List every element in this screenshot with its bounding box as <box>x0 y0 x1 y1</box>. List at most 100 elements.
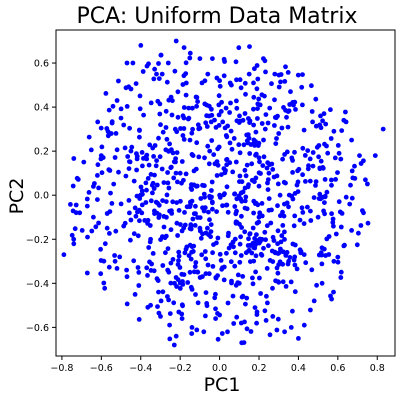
scatter-point <box>171 175 177 181</box>
scatter-point <box>247 44 252 49</box>
scatter-point <box>292 149 297 155</box>
scatter-point <box>363 177 368 183</box>
scatter-point <box>151 186 157 191</box>
scatter-point <box>227 110 233 115</box>
scatter-point <box>177 280 183 286</box>
scatter-point <box>234 105 240 111</box>
scatter-point <box>173 170 179 176</box>
scatter-point <box>259 213 265 219</box>
scatter-point <box>178 198 183 204</box>
scatter-point <box>195 300 201 306</box>
scatter-point <box>235 272 241 278</box>
scatter-point <box>219 172 224 178</box>
scatter-point <box>207 217 212 223</box>
scatter-point <box>217 83 223 89</box>
scatter-point <box>252 66 257 72</box>
scatter-point <box>275 251 281 256</box>
scatter-point <box>300 172 305 178</box>
scatter-point <box>215 235 221 241</box>
scatter-point <box>279 233 285 239</box>
scatter-point <box>330 220 336 225</box>
scatter-point <box>71 241 77 247</box>
scatter-point <box>128 148 134 154</box>
scatter-point <box>136 207 142 213</box>
scatter-point <box>170 98 175 104</box>
scatter-point <box>73 202 79 208</box>
scatter-point <box>144 265 150 271</box>
scatter-point <box>239 179 245 185</box>
scatter-point <box>86 190 92 195</box>
scatter-point <box>250 225 256 231</box>
scatter-point <box>221 56 227 62</box>
scatter-point <box>276 84 282 90</box>
scatter-point <box>300 102 305 108</box>
scatter-point <box>260 163 266 169</box>
scatter-point <box>281 179 287 185</box>
scatter-point <box>338 224 344 230</box>
scatter-point <box>234 77 239 83</box>
scatter-point <box>352 163 357 169</box>
scatter-point <box>305 148 311 154</box>
scatter-point <box>349 168 355 174</box>
scatter-point <box>179 228 185 234</box>
scatter-point <box>126 84 132 90</box>
scatter-point <box>174 200 180 206</box>
scatter-point <box>215 146 221 152</box>
scatter-point <box>227 140 233 146</box>
scatter-point <box>225 209 231 215</box>
scatter-point <box>257 102 263 108</box>
scatter-point <box>342 242 347 248</box>
scatter-point <box>233 282 239 288</box>
scatter-point <box>279 125 285 131</box>
scatter-point <box>161 180 167 186</box>
x-tick-label: 0.6 <box>330 363 345 374</box>
scatter-point <box>114 147 120 153</box>
scatter-point <box>175 277 181 282</box>
scatter-point <box>348 182 353 188</box>
scatter-point <box>285 124 291 130</box>
x-tick-label: 0.2 <box>251 363 266 374</box>
scatter-point <box>372 153 378 159</box>
scatter-point <box>159 71 165 77</box>
scatter-point <box>202 78 208 84</box>
scatter-point <box>315 214 321 220</box>
scatter-point <box>210 56 215 61</box>
scatter-point <box>173 333 179 339</box>
scatter-point <box>171 342 177 348</box>
scatter-point <box>219 331 225 336</box>
scatter-point <box>335 259 341 265</box>
scatter-point <box>233 59 239 65</box>
scatter-point <box>133 81 139 86</box>
scatter-point <box>145 273 150 278</box>
scatter-point <box>154 71 159 77</box>
scatter-point <box>285 261 291 267</box>
scatter-point <box>242 319 247 325</box>
scatter-point <box>213 316 219 321</box>
scatter-point <box>250 281 256 287</box>
scatter-point <box>176 249 182 255</box>
scatter-point <box>189 325 195 330</box>
scatter-point <box>84 270 90 276</box>
scatter-point <box>145 221 151 226</box>
scatter-point <box>343 109 348 115</box>
scatter-point <box>215 162 221 168</box>
scatter-point <box>176 309 182 315</box>
scatter-point <box>333 177 338 182</box>
scatter-point <box>216 112 222 118</box>
scatter-point <box>109 201 115 206</box>
scatter-point <box>283 107 288 113</box>
scatter-point <box>95 162 101 168</box>
scatter-point <box>307 178 313 184</box>
y-axis-ticks: −0.6 −0.4 −0.2 0.0 0.2 0.4 0.6 <box>26 59 56 334</box>
scatter-point <box>234 98 239 104</box>
scatter-point <box>155 278 161 283</box>
scatter-point <box>244 162 250 168</box>
scatter-point <box>262 308 268 314</box>
scatter-point <box>98 246 103 252</box>
x-tick-label: −0.8 <box>50 363 73 374</box>
scatter-point <box>237 113 242 119</box>
scatter-point <box>188 222 194 228</box>
scatter-point <box>257 159 262 165</box>
scatter-point <box>181 272 187 277</box>
scatter-point <box>172 68 178 74</box>
